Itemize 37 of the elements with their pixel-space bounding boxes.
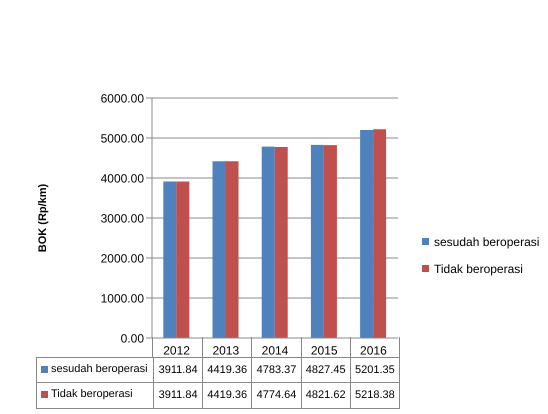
y-tick-label: 6000.00 bbox=[100, 91, 144, 106]
data-label: 4419.36 bbox=[202, 358, 252, 383]
text: Tidak beroperasi bbox=[51, 388, 133, 400]
data-label: 3911.84 bbox=[153, 383, 202, 408]
bar bbox=[360, 130, 374, 338]
legend-label: sesudah beroperasi bbox=[51, 363, 148, 375]
x-tick-label: 2015 bbox=[310, 344, 338, 358]
y-tick-label: 4000.00 bbox=[100, 171, 144, 186]
text: sesudah beroperasi bbox=[434, 234, 540, 248]
legend-label: Tidak beroperasi bbox=[434, 262, 523, 276]
bar bbox=[226, 161, 239, 338]
bar bbox=[324, 145, 337, 338]
x-tick-label: 2013 bbox=[212, 344, 240, 358]
bar bbox=[212, 161, 226, 338]
x-tick-label: 2016 bbox=[360, 344, 388, 358]
data-label: 5201.35 bbox=[350, 358, 399, 383]
bar bbox=[373, 129, 386, 338]
data-label: 5218.38 bbox=[350, 383, 399, 408]
bar bbox=[274, 147, 288, 338]
y-tick-label: 0.00 bbox=[120, 331, 144, 346]
bar bbox=[262, 146, 275, 338]
bar bbox=[176, 182, 190, 338]
y-tick-label: 3000.00 bbox=[100, 211, 144, 226]
data-label: 4827.45 bbox=[300, 358, 350, 383]
data-label: 3911.84 bbox=[153, 358, 202, 383]
x-tick-label: 2012 bbox=[163, 344, 190, 358]
y-axis-title: BOK (Rp/km) bbox=[36, 183, 49, 252]
x-tick-label: 2014 bbox=[262, 344, 289, 358]
bar bbox=[310, 144, 324, 338]
data-label: 4419.36 bbox=[202, 383, 252, 408]
data-label: 4783.37 bbox=[251, 358, 301, 383]
y-tick-label: 2000.00 bbox=[100, 251, 144, 266]
y-tick-label: 1000.00 bbox=[100, 291, 144, 306]
bar bbox=[163, 182, 176, 338]
data-label: 4774.64 bbox=[251, 383, 301, 408]
data-label: 4821.62 bbox=[300, 383, 350, 408]
y-tick-label: 5000.00 bbox=[100, 131, 144, 146]
